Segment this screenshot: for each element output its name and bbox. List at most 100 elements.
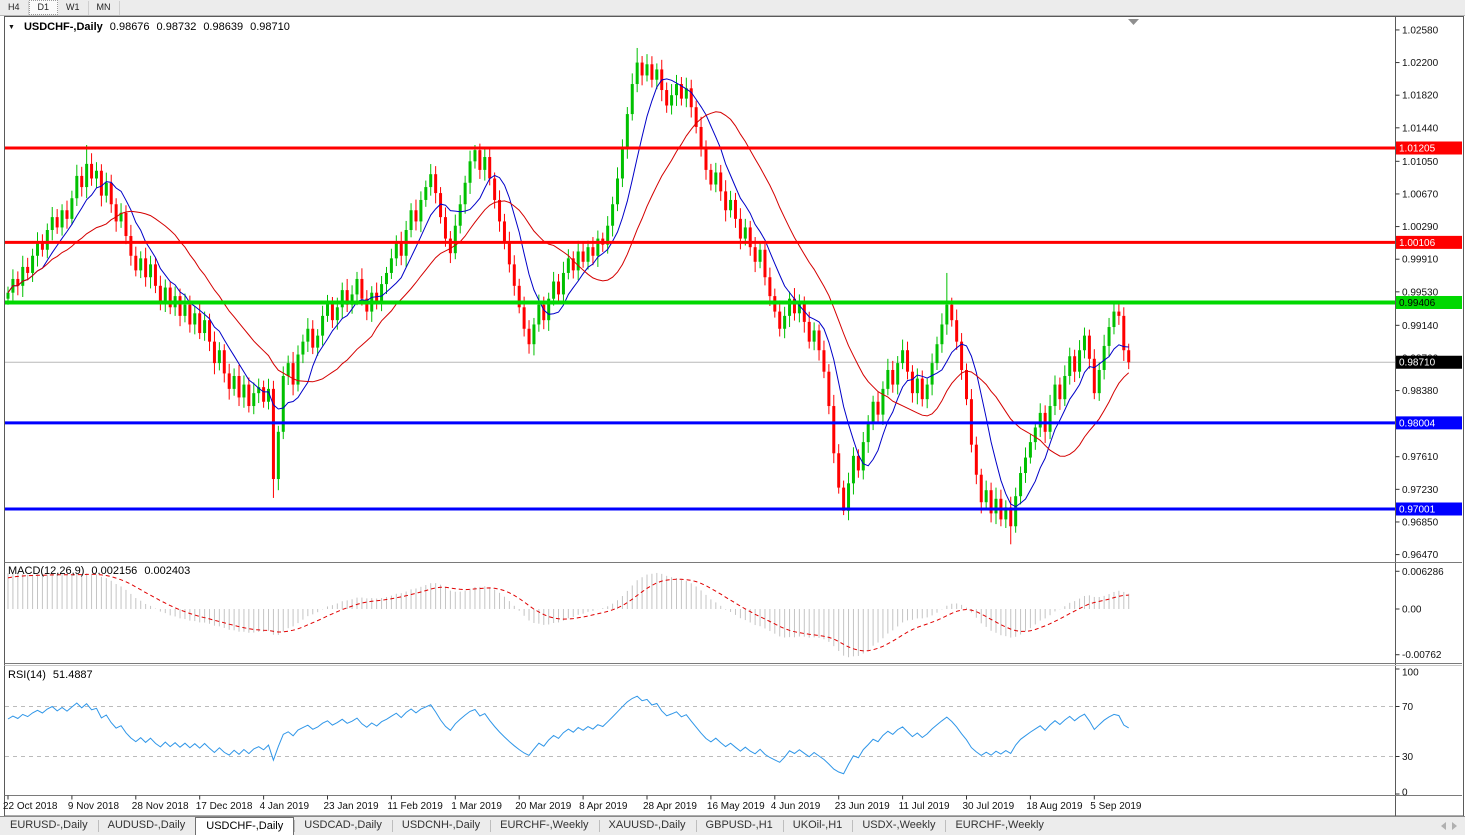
candle-body: [1004, 507, 1008, 520]
candle-body: [552, 281, 556, 299]
price-tick-label: 1.01440: [1402, 123, 1439, 134]
candle-body: [296, 354, 300, 385]
chart-tab-0-eurusd-daily[interactable]: EURUSD-,Daily: [10, 819, 88, 831]
rsi-axis-label: 70: [1402, 702, 1414, 713]
candle-body: [414, 210, 418, 222]
price-tick-label: 0.99530: [1402, 287, 1439, 298]
price-label-0.99406-box: [1396, 295, 1462, 309]
candle-body: [1063, 375, 1067, 400]
candle-body: [40, 242, 44, 250]
candle-body: [1097, 369, 1101, 394]
price-label-0.98004-text: 0.98004: [1399, 418, 1436, 429]
candle-body: [684, 88, 688, 99]
chart-tab-6-xauusd-daily[interactable]: XAUUSD-,Daily: [598, 817, 696, 835]
candle-body: [847, 483, 851, 511]
chart-tab-10-eurchf-weekly[interactable]: EURCHF-,Weekly: [945, 817, 1053, 835]
candle-body: [109, 182, 113, 205]
candle-body: [498, 199, 502, 222]
candle-body: [345, 290, 349, 305]
price-label-1.00106-box: [1396, 235, 1462, 249]
candle-body: [458, 204, 462, 226]
chart-tab-2-usdchf-daily[interactable]: USDCHF-,Daily: [195, 817, 295, 835]
candle-body: [522, 307, 526, 329]
chart-tab-1-audusd-daily[interactable]: AUDUSD-,Daily: [97, 817, 196, 835]
candle-body: [488, 157, 492, 179]
ma-fast-line: [7, 78, 1129, 508]
candle-body: [1058, 384, 1062, 400]
candle-body: [483, 157, 487, 170]
candle-body: [557, 281, 561, 295]
candle-body: [512, 264, 516, 286]
candle-body: [267, 388, 271, 402]
date-label: 8 Apr 2019: [579, 801, 628, 812]
timeframe-button-h4[interactable]: H4: [0, 0, 29, 15]
candle-body: [758, 249, 762, 262]
candle-body: [645, 64, 649, 76]
candle-body: [424, 187, 428, 200]
macd-value-main: 0.002156: [91, 565, 138, 577]
candle-body: [748, 227, 752, 248]
candle-body: [80, 175, 84, 188]
price-tick-label: 0.99910: [1402, 255, 1439, 266]
date-label: 20 Mar 2019: [515, 801, 572, 812]
tabbar-scroll-right-icon[interactable]: [1452, 822, 1457, 830]
candle-body: [571, 258, 575, 271]
candle-body: [842, 487, 846, 511]
candle-body: [665, 90, 669, 106]
candle-body: [802, 302, 806, 322]
candle-body: [891, 369, 895, 385]
candle-body: [306, 328, 310, 342]
candle-body: [276, 431, 280, 480]
timeframe-button-d1[interactable]: D1: [28, 0, 59, 15]
candle-body: [719, 172, 723, 192]
chart-tab-4-usdcnh-daily[interactable]: USDCNH-,Daily: [391, 817, 490, 835]
price-label-0.99406-text: 0.99406: [1399, 298, 1436, 309]
tabbar-scroll-left-icon[interactable]: [1441, 822, 1446, 830]
candle-body: [1028, 442, 1032, 458]
symbol-label: USDCHF-,Daily: [23, 21, 103, 33]
candle-body: [940, 324, 944, 345]
date-label: 11 Feb 2019: [387, 801, 443, 812]
candle-body: [16, 278, 20, 286]
candle-body: [1019, 473, 1023, 497]
candle-body: [193, 313, 197, 325]
candle-body: [606, 225, 610, 245]
date-label: 17 Dec 2018: [196, 801, 253, 812]
candle-body: [50, 217, 54, 231]
price-tick-label: 1.01820: [1402, 91, 1439, 102]
candle-body: [611, 204, 615, 226]
chart-tab-5-eurchf-weekly[interactable]: EURCHF-,Weekly: [490, 817, 598, 835]
symbol-dropdown-icon[interactable]: ▼: [8, 23, 15, 31]
candle-body: [591, 247, 595, 256]
candle-body: [335, 307, 339, 321]
candle-body: [753, 247, 757, 262]
shift-end-marker-icon[interactable]: [1128, 19, 1139, 25]
candle-body: [183, 304, 187, 316]
chart-tab-8-ukoil-h1[interactable]: UKOil-,H1: [782, 817, 853, 835]
timeframe-button-mn[interactable]: MN: [89, 0, 120, 15]
candle-body: [547, 298, 551, 321]
candle-body: [394, 242, 398, 259]
tabbar-scroll-arrows: [1441, 817, 1465, 835]
candle-body: [473, 150, 477, 162]
candle-body: [434, 174, 438, 194]
candle-body: [861, 442, 865, 471]
chart-tab-9-usdx-weekly[interactable]: USDX-,Weekly: [852, 817, 945, 835]
candle-body: [856, 455, 860, 471]
rsi-value: 51.4887: [52, 669, 93, 681]
candle-body: [950, 304, 954, 321]
date-label: 28 Nov 2018: [132, 801, 189, 812]
candle-body: [134, 255, 138, 271]
candle-body: [448, 238, 452, 254]
chart-tab-7-gbpusd-h1[interactable]: GBPUSD-,H1: [695, 817, 783, 835]
timeframe-button-w1[interactable]: W1: [58, 0, 89, 15]
candle-body: [689, 88, 693, 108]
candle-body: [222, 350, 226, 374]
chart-tab-3-usdcad-daily[interactable]: USDCAD-,Daily: [294, 817, 392, 835]
price-tick-label: 0.96470: [1402, 550, 1439, 561]
date-label: 1 Mar 2019: [451, 801, 502, 812]
candle-body: [866, 423, 870, 443]
candle-body: [832, 406, 836, 454]
candle-body: [26, 266, 30, 273]
